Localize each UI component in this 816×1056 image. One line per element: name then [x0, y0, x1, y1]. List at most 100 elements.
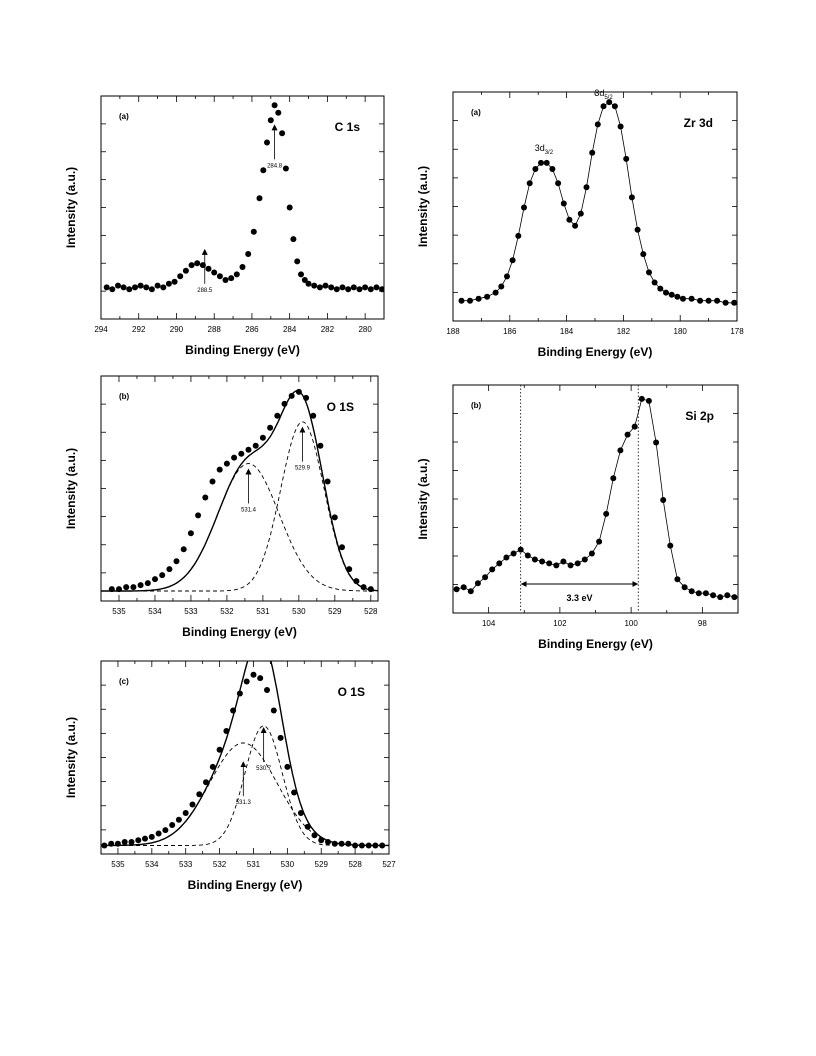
peak-label-main: 3d: [535, 143, 545, 153]
data-point: [236, 690, 243, 697]
data-point: [352, 842, 359, 849]
data-point: [496, 560, 503, 567]
data-point: [722, 299, 729, 306]
data-point: [360, 584, 367, 591]
data-point: [288, 392, 295, 399]
data-point: [680, 295, 686, 302]
data-point: [271, 102, 278, 109]
plot-area: [103, 102, 384, 293]
data-point: [286, 204, 293, 211]
data-point: [166, 566, 173, 573]
data-point: [560, 200, 567, 207]
x-axis-label: Binding Energy (eV): [538, 637, 653, 651]
data-point: [681, 584, 688, 591]
data-point: [303, 394, 310, 401]
fit-envelope-line: [101, 390, 378, 592]
chart-panel-o1s_b: 535 534 533 532 531 530 529 528 Binding Energy (…: [64, 375, 379, 639]
data-point: [270, 707, 277, 714]
data-point: [482, 574, 489, 581]
data-point: [311, 282, 318, 289]
x-tick-label: 531: [247, 860, 261, 869]
plot-area: [101, 661, 389, 849]
x-tick-label: 534: [145, 860, 159, 869]
data-point: [623, 155, 630, 162]
y-axis-label: Intensity (a.u.): [416, 458, 430, 539]
data-point: [316, 284, 323, 291]
x-tick-label: 532: [213, 860, 227, 869]
chart-panel-c1s: 294 292 290 288 286 284 282 280 Binding Energy (…: [64, 95, 385, 357]
data-point: [216, 746, 223, 753]
data-point: [103, 284, 110, 291]
data-point: [710, 592, 717, 599]
data-point: [588, 550, 595, 557]
annotation-label: 530.7: [256, 766, 272, 772]
x-tick-label: 178: [730, 327, 744, 336]
data-point: [160, 284, 167, 291]
data-line: [456, 398, 735, 598]
fit-component-line: [101, 421, 378, 592]
data-point: [298, 271, 304, 278]
panel-tag: (c): [119, 677, 129, 686]
data-point: [653, 439, 660, 446]
data-point: [259, 434, 266, 441]
data-point: [152, 576, 158, 583]
data-point: [223, 728, 230, 734]
data-point: [277, 734, 284, 741]
x-tick-label: 531: [256, 607, 270, 616]
data-point: [365, 842, 372, 849]
data-point: [238, 450, 245, 457]
data-point: [250, 228, 257, 235]
data-point: [310, 412, 317, 419]
data-point: [267, 424, 274, 431]
data-point: [333, 286, 340, 293]
data-point: [583, 184, 590, 191]
data-point: [209, 478, 216, 485]
data-point: [108, 586, 115, 593]
data-point: [596, 538, 603, 545]
data-point: [705, 297, 712, 304]
x-tick-label: 290: [170, 325, 184, 334]
data-point: [345, 286, 352, 293]
data-point: [155, 830, 162, 837]
annotation-label: 288.5: [197, 288, 213, 294]
fit-component-line: [101, 725, 389, 846]
x-tick-label: 527: [382, 860, 396, 869]
chart-panel-o1s_c: 535 534 533 532 531 530 529 528 527 Binding Energ…: [64, 660, 396, 892]
data-point: [137, 282, 144, 289]
x-tick-label: 532: [220, 607, 234, 616]
data-point: [126, 286, 133, 293]
data-point: [209, 763, 216, 770]
data-point: [560, 558, 567, 565]
x-tick-label: 184: [560, 327, 574, 336]
data-point: [373, 284, 380, 291]
data-point: [230, 707, 237, 714]
data-point: [264, 139, 270, 146]
x-tick-label: 100: [624, 619, 638, 628]
data-point: [539, 558, 546, 565]
peak-label: 3d3/2: [535, 143, 554, 156]
data-point: [657, 285, 664, 292]
panel-tag: (b): [119, 392, 130, 401]
data-point: [101, 842, 108, 849]
data-point: [379, 286, 384, 293]
x-tick-label: 286: [245, 325, 259, 334]
data-point: [311, 832, 318, 839]
panel-title: O 1S: [338, 685, 365, 699]
data-point: [379, 842, 386, 849]
annotation-label: 529.9: [295, 466, 311, 472]
peak-label-subscript: 3/2: [545, 150, 554, 156]
data-point: [610, 475, 617, 482]
data-point: [295, 388, 302, 395]
data-point: [162, 827, 169, 834]
data-point: [581, 556, 588, 563]
data-point: [663, 289, 669, 296]
data-point: [372, 842, 379, 849]
data-point: [130, 584, 137, 591]
data-point: [284, 763, 291, 770]
data-point: [317, 442, 324, 449]
data-point: [142, 835, 148, 842]
fit-envelope-line: [101, 661, 389, 847]
x-axis-label: Binding Energy (eV): [188, 878, 303, 892]
data-point: [290, 236, 297, 243]
x-tick-label: 294: [94, 325, 108, 334]
